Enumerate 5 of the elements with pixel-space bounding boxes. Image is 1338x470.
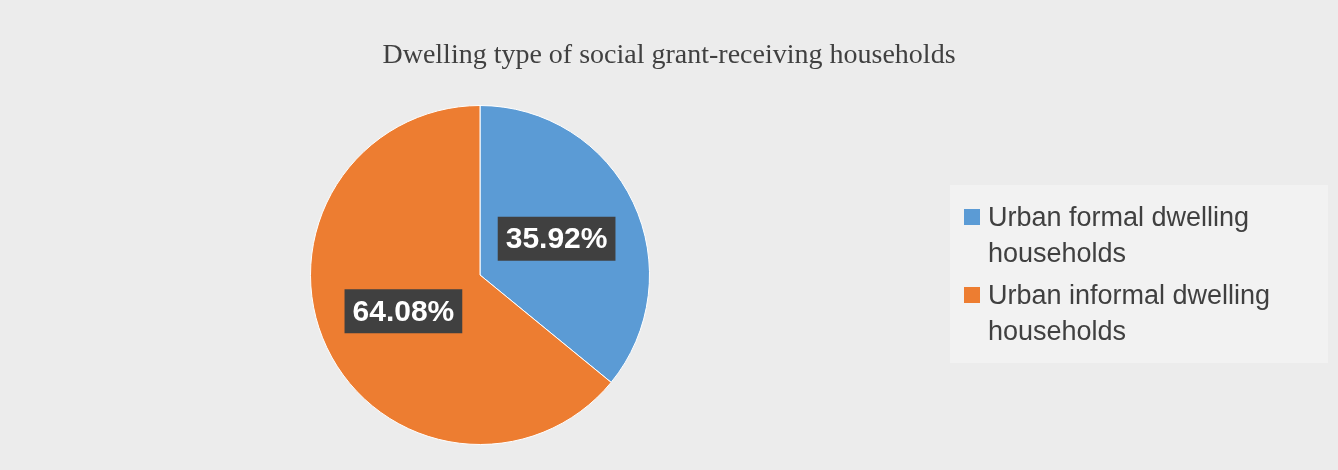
data-label: 35.92% (505, 220, 608, 254)
legend-label: Urban informal dwelling households (988, 279, 1272, 348)
chart-title: Dwelling type of social grant-receiving households (381, 38, 957, 70)
data-label: 64.08% (352, 293, 455, 327)
legend-label: Urban formal dwelling households (988, 201, 1251, 270)
